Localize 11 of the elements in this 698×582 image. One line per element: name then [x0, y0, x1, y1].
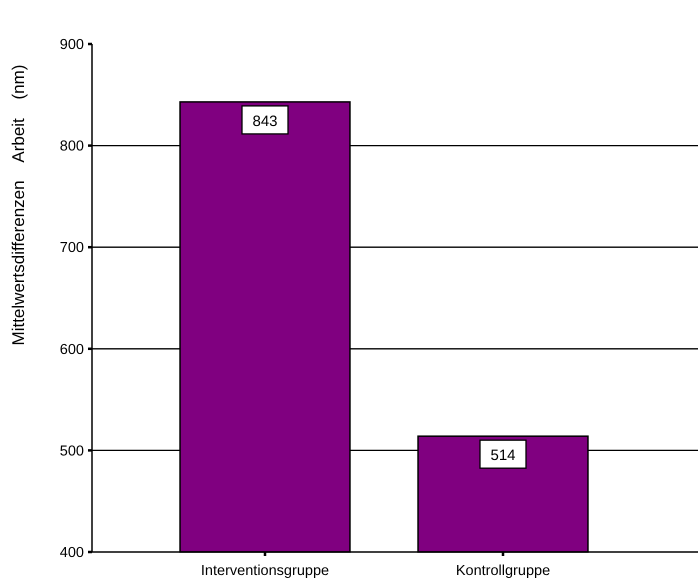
y-tick-label: 600 [60, 342, 84, 358]
y-tick-label: 400 [60, 545, 84, 561]
x-tick-label: Kontrollgruppe [456, 563, 550, 579]
y-axis-title: Mittelwertsdifferenzen Arbeit (nm) [9, 64, 28, 346]
y-tick-label: 500 [60, 443, 84, 460]
y-tick-label: 700 [60, 240, 84, 256]
data-label: 514 [490, 447, 516, 464]
y-tick-label: 900 [60, 37, 84, 53]
x-tick-label: Interventionsgruppe [200, 563, 330, 579]
y-tick-label: 800 [60, 138, 84, 155]
data-label: 843 [252, 112, 278, 130]
